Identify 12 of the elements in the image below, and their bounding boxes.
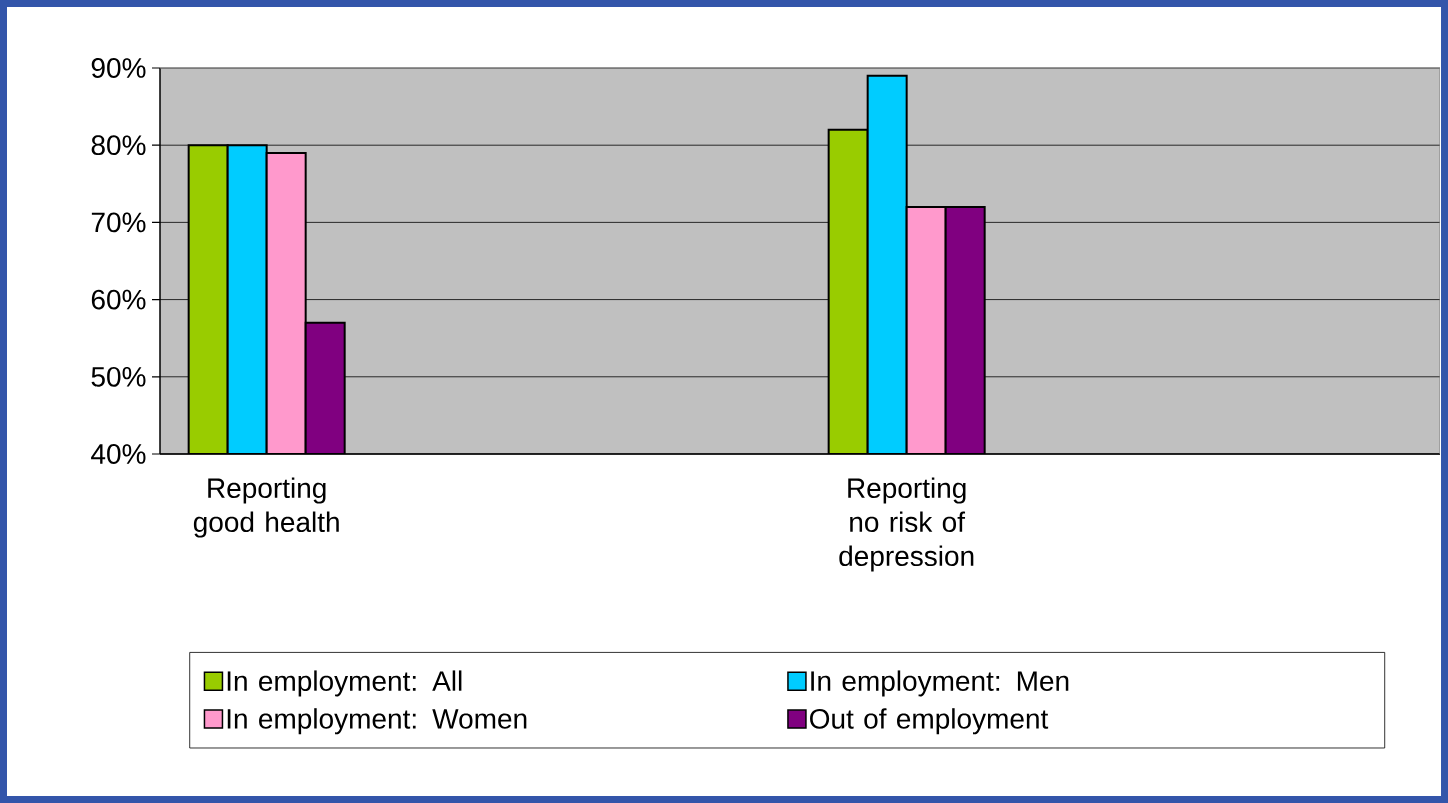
legend-label: In employment: Men [811,670,1069,697]
x-tick-label: Reporting no risk of depression [839,477,974,572]
y-tick-label: 50% [91,366,146,387]
y-tick-label: 90% [91,58,146,78]
legend-label: In employment: All [227,670,462,697]
x-tick-label: Reporting good health [193,477,339,538]
y-tick-label: 60% [91,289,146,310]
legend-label: In employment: Women [227,708,527,735]
y-tick-label: 40% [91,444,146,464]
y-tick-label: 80% [91,135,146,156]
y-tick-label: 70% [91,212,146,233]
legend-label: Out of employment [810,708,1049,735]
